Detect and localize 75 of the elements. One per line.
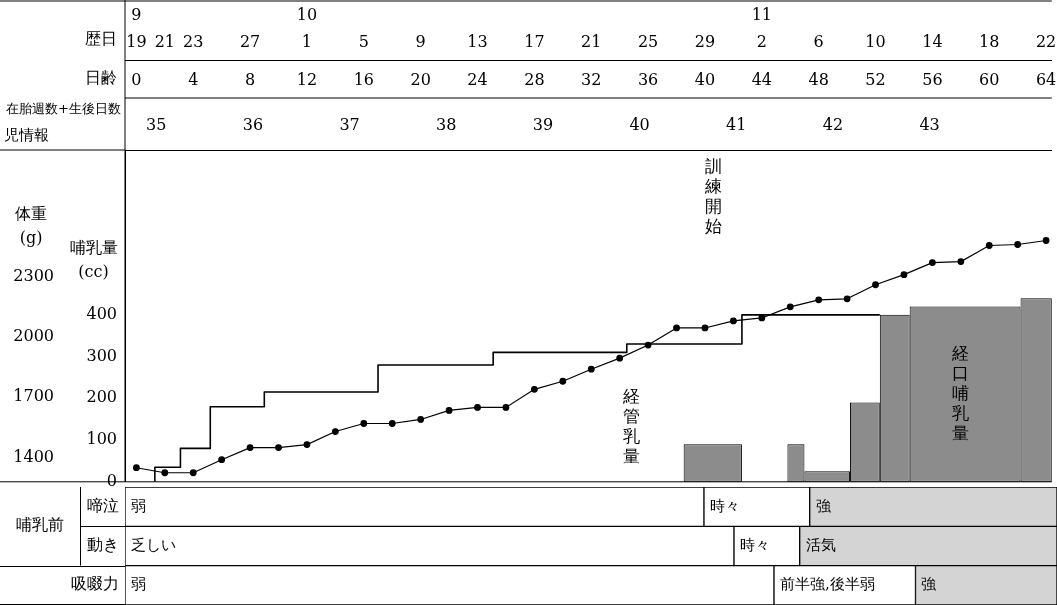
data-label: 時々	[709, 496, 740, 515]
x-tick-label: 40	[694, 69, 716, 89]
x-tick-label: 20	[410, 69, 431, 89]
x2-tick-label: 22	[1035, 31, 1057, 51]
data-label: 弱	[131, 575, 146, 594]
y-tick-label: 吸啜力	[71, 574, 119, 594]
data-label: 乏しい	[131, 535, 176, 554]
text: 40	[629, 115, 650, 135]
x-tick-label: 4	[188, 69, 199, 89]
data-label: 時々	[739, 535, 770, 554]
x2-tick-label: 23	[183, 31, 204, 51]
x2-tick-label: 6	[813, 31, 824, 51]
x2-tick-label: 29	[694, 31, 716, 51]
text: 38	[436, 115, 457, 135]
text: 43	[919, 115, 940, 135]
text: 35	[146, 115, 167, 135]
y-tick-label: 1400	[13, 446, 54, 466]
x-tick-label: 16	[353, 69, 374, 89]
x2-tick-label: 1	[301, 31, 313, 51]
x-tick-label: 8	[245, 69, 256, 89]
x2-tick-label: 17	[524, 31, 545, 51]
x2-tick-label: 5	[358, 31, 369, 51]
x-tick-label: 36	[637, 69, 659, 89]
x-tick-label: 48	[808, 69, 829, 89]
x-tick-label: 12	[296, 69, 318, 89]
x2-tick-label: 19	[126, 31, 147, 51]
x2-tick-label: 14	[922, 31, 943, 51]
x2-tick-label: 27	[239, 31, 261, 51]
data-label: 前半強,後半弱	[779, 575, 875, 594]
y-axis-title: 哺乳前	[16, 515, 64, 535]
x2-tick-label: 13	[467, 31, 488, 51]
y-tick-label: 1700	[13, 386, 54, 406]
y-tick-label: 2000	[13, 326, 54, 346]
x-tick-label: 56	[922, 69, 943, 89]
x-tick-label: 60	[979, 69, 1000, 89]
text: 在胎週数+生後日数	[6, 101, 121, 117]
text: 36	[242, 115, 264, 135]
x2-tick-label: 21	[581, 31, 602, 51]
series-label: 経管乳量	[621, 385, 640, 466]
x-tick-label: 32	[581, 69, 602, 89]
y2-tick-label: 100	[86, 429, 117, 449]
x2-tick-label: 10	[865, 31, 886, 51]
text: 児情報	[4, 125, 49, 144]
x2-tick-label: 2	[756, 31, 767, 51]
x-tick-label: 44	[751, 69, 772, 89]
y2-tick-label: 400	[86, 304, 117, 324]
text: 41	[726, 115, 747, 135]
data-label: 活気	[805, 535, 836, 554]
data-label: 強	[815, 496, 831, 515]
x2-axis-title: 歴日	[85, 29, 117, 49]
y-axis-title: 体重 (g)	[15, 203, 47, 247]
x-tick-label: 24	[467, 69, 488, 89]
text: 11	[751, 5, 772, 25]
text: 9	[131, 5, 142, 25]
y2-tick-label: 200	[86, 387, 117, 407]
y2-axis-title: 哺乳量 (cc)	[69, 238, 118, 282]
x2-tick-label: 25	[637, 31, 659, 51]
series-label: 経口哺乳量	[951, 342, 970, 443]
annotation: 訓練開始	[703, 156, 722, 237]
x-tick-label: 28	[524, 69, 545, 89]
text: 37	[339, 115, 360, 135]
y2-tick-label: 300	[86, 345, 117, 365]
x2-tick-label: 9	[415, 31, 426, 51]
data-label: 弱	[131, 496, 146, 515]
text: 10	[296, 5, 318, 25]
y-tick-label: 2300	[13, 265, 54, 285]
x2-tick-label: 18	[979, 31, 1000, 51]
text: 42	[822, 115, 844, 135]
x2-tick-label: 21	[154, 31, 175, 51]
x-tick-label: 64	[1035, 69, 1057, 89]
text: 39	[532, 115, 554, 135]
x-tick-label: 0	[131, 69, 142, 89]
x-axis-title: 日齢	[85, 68, 117, 88]
x-tick-label: 52	[865, 69, 886, 89]
data-label: 強	[921, 575, 937, 594]
